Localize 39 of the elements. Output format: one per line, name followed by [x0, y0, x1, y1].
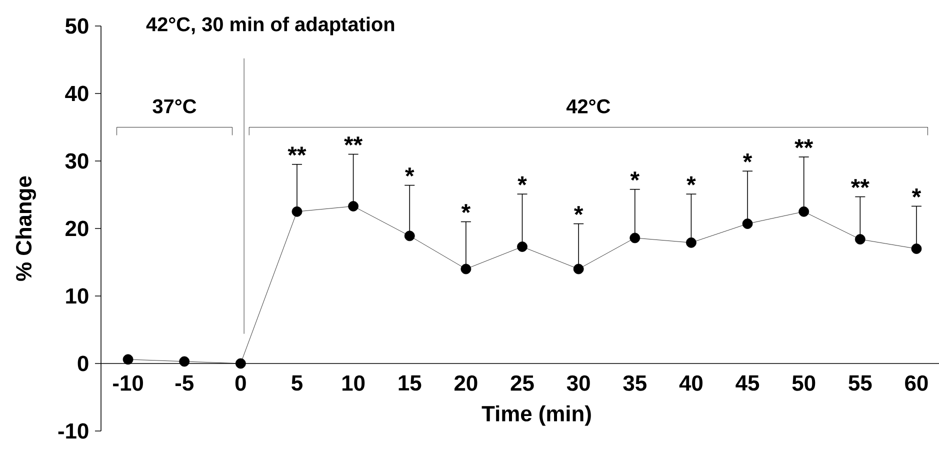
y-tick-label: 10	[66, 288, 88, 304]
x-tick-label: -5	[175, 375, 194, 391]
annotation: *	[912, 188, 922, 198]
x-tick-label: 60	[905, 375, 928, 391]
annotation: *	[518, 176, 527, 186]
y-tick-label: 20	[66, 220, 88, 236]
annotation: *	[461, 204, 471, 213]
x-tick-label: 20	[454, 375, 478, 391]
annotation: *	[742, 153, 752, 162]
annotation: 42°C	[566, 99, 610, 114]
y-tick-label: 50	[65, 18, 88, 34]
annotation: *	[405, 168, 414, 177]
annotation: **	[850, 179, 870, 188]
x-tick-label: 30	[566, 375, 590, 391]
x-tick-label: -10	[113, 375, 143, 391]
x-tick-label: 55	[848, 375, 872, 391]
annotation: **	[344, 136, 363, 146]
x-axis-title: Time (min)	[482, 405, 591, 426]
y-tick-label: 40	[65, 86, 88, 102]
annotation: *	[630, 172, 640, 181]
x-tick-label: 50	[792, 375, 816, 391]
ref-line-label: 42°C, 30 min of adaptation	[146, 16, 394, 36]
x-tick-label: 15	[398, 375, 422, 391]
x-tick-label: 40	[679, 375, 702, 391]
annotation: **	[288, 146, 306, 156]
y-axis-title: % Change	[15, 176, 36, 281]
x-tick-label: 0	[235, 375, 246, 391]
annotation: *	[686, 176, 696, 186]
x-tick-label: 10	[342, 375, 365, 391]
y-tick-label: -10	[58, 423, 88, 439]
x-tick-label: 5	[292, 375, 302, 391]
x-tick-label: 35	[623, 375, 646, 391]
x-tick-label: 25	[510, 375, 534, 391]
annotation: **	[794, 139, 814, 148]
y-tick-label: 30	[65, 153, 88, 169]
x-tick-label: 45	[736, 375, 760, 391]
y-tick-label: 0	[78, 356, 88, 372]
annotation: 37°C	[152, 99, 196, 114]
annotation: *	[574, 206, 584, 216]
